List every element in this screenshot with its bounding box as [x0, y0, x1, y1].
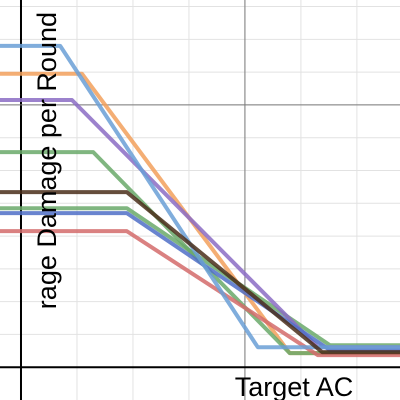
- data-line: [0, 43, 400, 350]
- y-axis-label: rage Damage per Round: [32, 12, 62, 309]
- data-line: [0, 190, 400, 355]
- x-axis-label: Target AC: [235, 372, 354, 400]
- plot-lines: [0, 43, 400, 358]
